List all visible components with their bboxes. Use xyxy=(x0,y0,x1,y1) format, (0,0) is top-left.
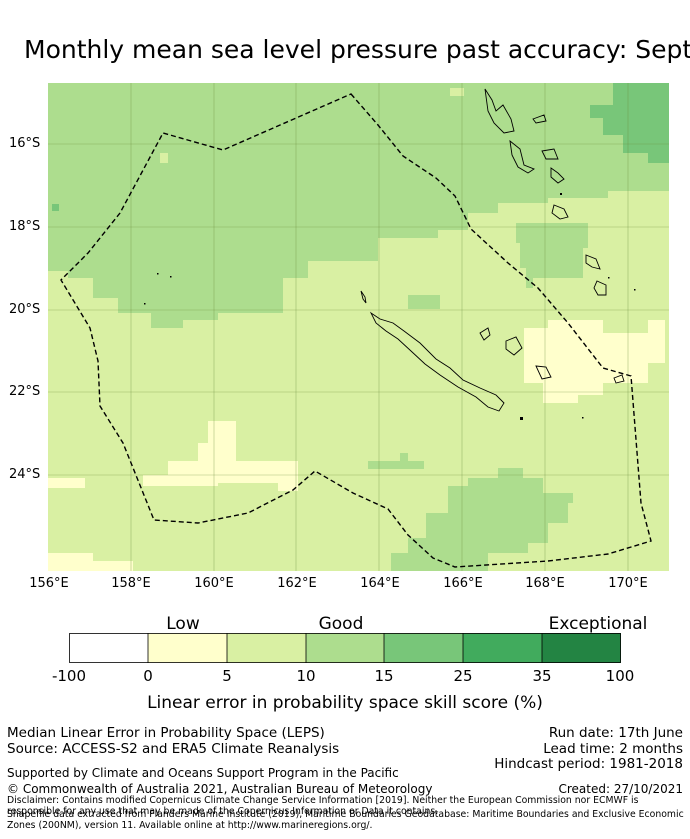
good-light-spot xyxy=(160,153,168,163)
lon-label: 160°E xyxy=(194,576,234,591)
vanuatu-islands xyxy=(484,88,625,384)
lon-label: 166°E xyxy=(443,576,483,591)
map-title: Monthly mean sea level pressure past acc… xyxy=(24,35,690,64)
colorbar-label: Linear error in probability space skill … xyxy=(147,693,543,713)
shapefile-credit: Shapefile data extracted from Flanders M… xyxy=(7,809,684,831)
colorbar-swatch-white xyxy=(69,633,148,663)
lat-label: 20°S xyxy=(9,302,41,317)
low-region-far-southwest xyxy=(48,553,133,571)
colorbar-tick: -100 xyxy=(51,667,87,685)
colorbar-tick: 0 xyxy=(143,667,153,685)
colorbar-swatch-good-strong xyxy=(384,633,463,663)
copyright-text: © Commonwealth of Australia 2021, Austra… xyxy=(7,782,433,796)
good-spot xyxy=(408,295,440,309)
colorbar-tick: 10 xyxy=(296,667,316,685)
colorbar-tick: 5 xyxy=(222,667,232,685)
colorbar xyxy=(69,633,621,663)
new-caledonia-island xyxy=(369,311,505,412)
lon-label: 164°E xyxy=(360,576,400,591)
lon-label: 158°E xyxy=(111,576,151,591)
lat-label: 24°S xyxy=(9,467,41,482)
low-region-east xyxy=(524,320,665,403)
graticule xyxy=(48,83,669,571)
support-text: Supported by Climate and Oceans Support … xyxy=(7,766,399,780)
colorbar-tick: 25 xyxy=(453,667,473,685)
skill-score-map xyxy=(48,83,669,571)
colorbar-swatch-exceptional xyxy=(542,633,621,663)
good-strong-northeast xyxy=(590,83,669,163)
disclaimer-text: Disclaimer: Contains modified Copernicus… xyxy=(7,795,639,817)
loyalty-islands xyxy=(479,327,552,380)
belep-islands xyxy=(360,290,367,304)
run-date: Run date: 17th June xyxy=(548,725,683,741)
colorbar-tick: 100 xyxy=(605,667,635,685)
good-strip xyxy=(368,461,424,469)
lat-label: 16°S xyxy=(9,136,41,151)
eez-boundary xyxy=(60,93,652,568)
lon-label: 156°E xyxy=(29,576,69,591)
lat-label: 18°S xyxy=(9,219,41,234)
colorbar-swatch-good xyxy=(306,633,384,663)
colorbar-tick: 35 xyxy=(532,667,552,685)
good-light-spot-2 xyxy=(450,88,464,96)
source-text: Source: ACCESS-S2 and ERA5 Climate Reana… xyxy=(7,741,340,757)
low-region-southwest-2 xyxy=(48,478,85,488)
lead-time: Lead time: 2 months xyxy=(543,741,683,757)
good-region-east xyxy=(516,223,588,288)
method-text: Median Linear Error in Probability Space… xyxy=(7,725,325,741)
colorbar-swatch-low xyxy=(148,633,227,663)
lon-label: 162°E xyxy=(277,576,317,591)
legend-category-good: Good xyxy=(318,614,364,634)
created-date: Created: 27/10/2021 xyxy=(558,782,683,796)
lat-label: 22°S xyxy=(9,384,41,399)
good-region-south xyxy=(391,468,573,571)
legend-category-exceptional: Exceptional xyxy=(548,614,648,634)
good-strong-spot xyxy=(52,204,59,211)
low-region-southwest xyxy=(143,421,298,491)
colorbar-tick: 15 xyxy=(374,667,394,685)
hindcast-period: Hindcast period: 1981-2018 xyxy=(494,756,683,772)
colorbar-swatch-good-light xyxy=(227,633,306,663)
good-strip-2 xyxy=(400,453,408,461)
colorbar-swatch-exceptional-light xyxy=(463,633,542,663)
legend-category-low: Low xyxy=(166,614,200,634)
lon-label: 168°E xyxy=(525,576,565,591)
lon-label: 170°E xyxy=(608,576,648,591)
